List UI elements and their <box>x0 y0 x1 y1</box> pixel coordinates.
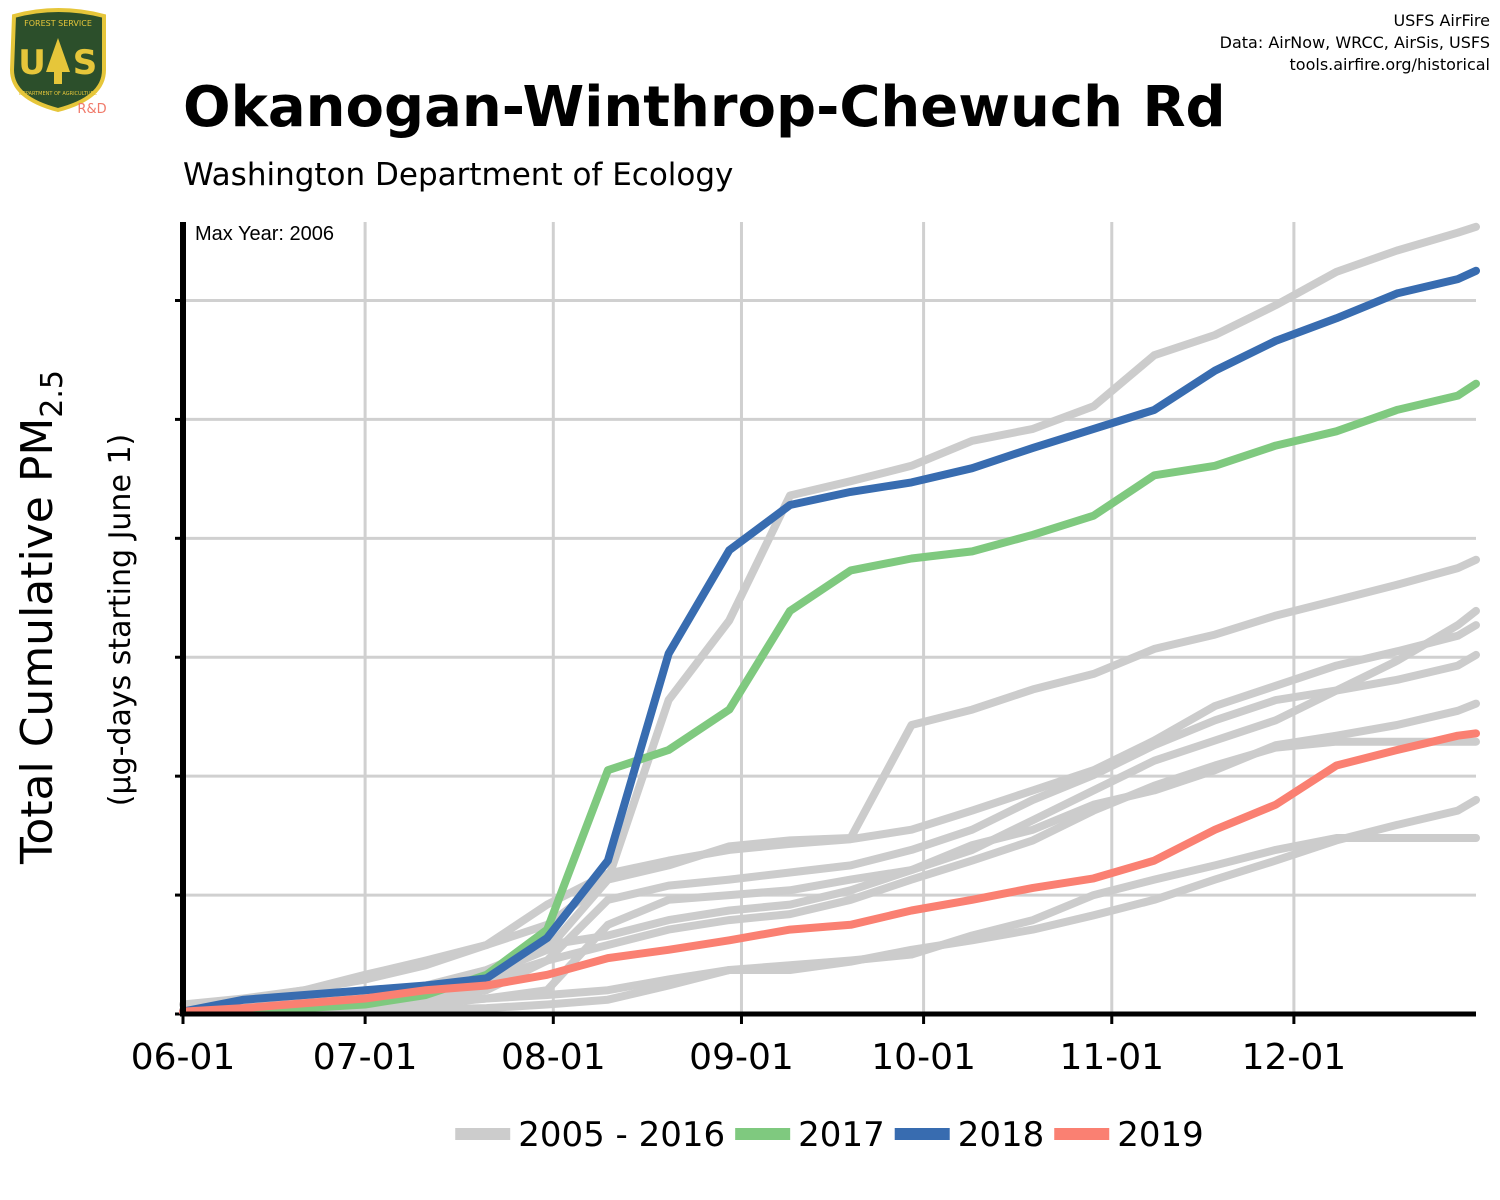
credit: Data: AirNow, WRCC, AirSis, USFS <box>1220 33 1490 52</box>
y-axis-label-sub: 2.5 <box>35 370 70 418</box>
x-tick-label: 06-01 <box>131 1037 236 1078</box>
x-tick-label: 11-01 <box>1059 1037 1164 1078</box>
chart-title: Okanogan-Winthrop-Chewuch Rd <box>183 75 1226 140</box>
series-line <box>179 621 1480 1015</box>
logo: U S FOREST SERVICE DEPARTMENT OF AGRICUL… <box>9 8 107 117</box>
series-line <box>179 729 1480 1016</box>
logo-top: FOREST SERVICE <box>24 19 92 28</box>
y-axis-label-text: Total Cumulative PM <box>12 418 63 865</box>
legend-label: 2019 <box>1117 1115 1204 1155</box>
series-line <box>179 266 1480 1016</box>
credit: USFS AirFire <box>1393 11 1490 30</box>
x-tick-label: 10-01 <box>871 1037 976 1078</box>
y-axis-label: Total Cumulative PM2.5 <box>12 370 70 865</box>
legend-label: 2005 - 2016 <box>518 1115 725 1155</box>
x-tick-label: 12-01 <box>1242 1037 1347 1078</box>
y-axis-sublabel: (µg-days starting June 1) <box>103 434 138 806</box>
x-tick-label: 07-01 <box>313 1037 418 1078</box>
legend-label: 2018 <box>958 1115 1045 1155</box>
logo-letter: U <box>18 43 46 83</box>
series-line <box>179 606 1480 1016</box>
legend: 2005 - 2016 2017 2018 2019 <box>455 1115 1204 1155</box>
chart-subtitle: Washington Department of Ecology <box>183 157 733 193</box>
series-line <box>179 555 1480 1015</box>
legend-label: 2017 <box>798 1115 885 1155</box>
logo-tree <box>46 38 70 84</box>
logo-tag: R&D <box>77 102 106 117</box>
logo-letter: S <box>73 43 98 83</box>
series-line <box>179 650 1480 1016</box>
series-line <box>179 795 1480 1016</box>
series-line <box>179 222 1480 1009</box>
x-tick-label: 08-01 <box>501 1037 606 1078</box>
credit: tools.airfire.org/historical <box>1290 55 1490 74</box>
logo-bottom: DEPARTMENT OF AGRICULTURE <box>19 91 97 97</box>
x-tick-label: 09-01 <box>689 1037 794 1078</box>
series-line <box>179 379 1480 1016</box>
annotation: Max Year: 2006 <box>195 223 334 245</box>
